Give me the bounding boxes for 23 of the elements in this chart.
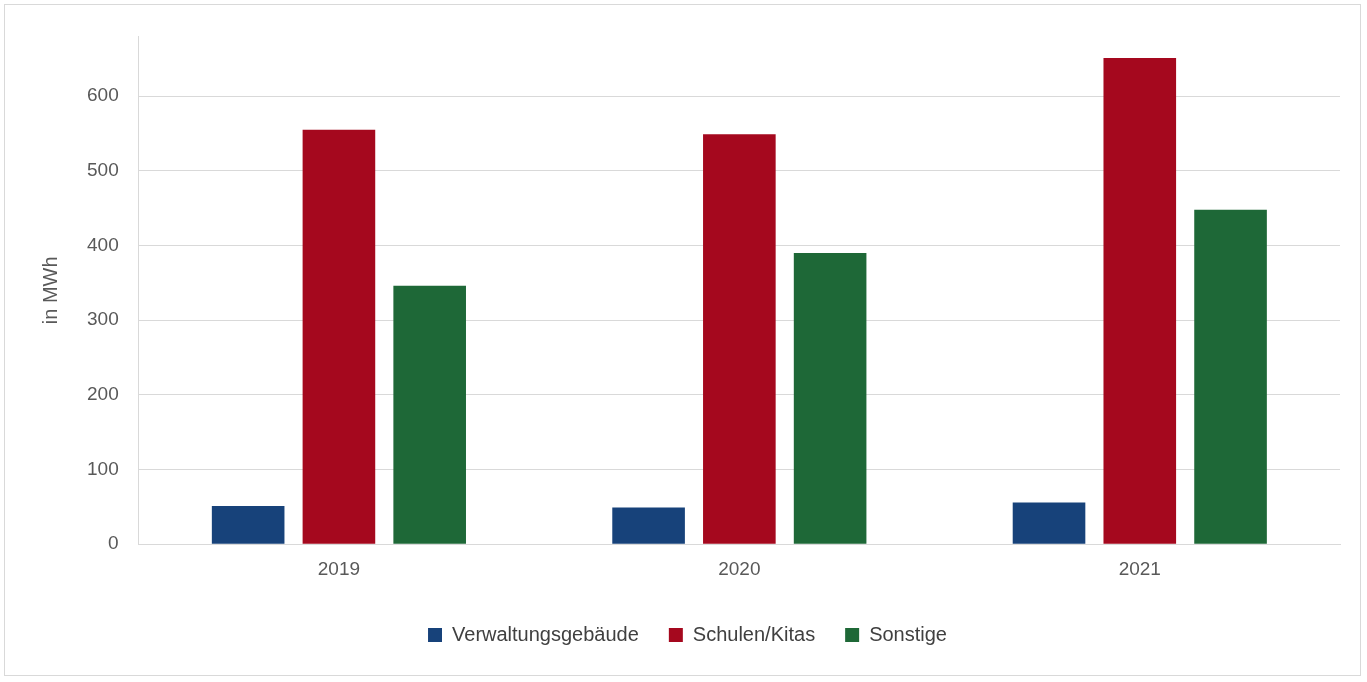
y-tick-label: 300	[87, 308, 119, 330]
y-tick-label: 100	[87, 457, 119, 479]
bar	[1012, 502, 1086, 544]
legend-label: Verwaltungsgebäude	[452, 622, 639, 645]
bar	[302, 129, 376, 544]
bar	[703, 134, 776, 544]
x-tick-label: 2021	[1118, 557, 1161, 579]
bar	[793, 252, 867, 544]
bar	[1103, 58, 1177, 544]
y-axis-title: in MWh	[38, 256, 61, 325]
y-tick-label: 400	[87, 233, 119, 255]
bar	[211, 506, 285, 544]
x-tick-label: 2020	[718, 557, 761, 579]
bar	[1194, 209, 1267, 544]
y-tick-label: 600	[87, 84, 119, 106]
legend-label: Sonstige	[869, 622, 947, 645]
y-tick-label: 500	[87, 159, 119, 181]
y-tick-label: 200	[87, 383, 119, 405]
x-tick-label: 2019	[317, 557, 361, 579]
bar	[612, 507, 685, 544]
legend-label: Schulen/Kitas	[692, 622, 816, 645]
y-tick-label: 0	[108, 532, 119, 554]
bar	[393, 285, 466, 544]
